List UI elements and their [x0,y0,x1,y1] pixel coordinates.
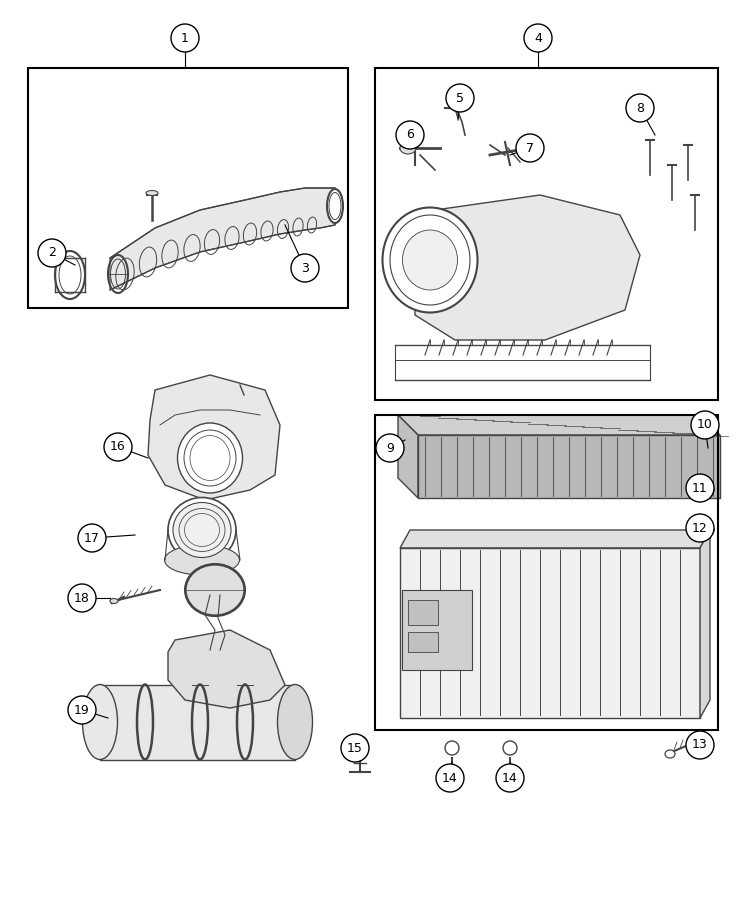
Ellipse shape [173,502,231,557]
Ellipse shape [665,750,675,758]
Text: 8: 8 [636,102,644,114]
Bar [28,68,348,308]
Polygon shape [418,435,720,498]
Text: 13: 13 [692,739,708,752]
Polygon shape [148,375,280,500]
Ellipse shape [55,251,85,299]
Text: 14: 14 [442,771,458,785]
Ellipse shape [277,685,313,760]
Ellipse shape [352,736,368,754]
Circle shape [78,524,106,552]
Text: 19: 19 [74,704,90,716]
Ellipse shape [702,484,714,496]
Circle shape [68,696,96,724]
Bar [402,590,472,670]
Text: 3: 3 [301,262,309,274]
Circle shape [396,121,424,149]
Bar [408,600,438,625]
Polygon shape [398,415,418,498]
Bar [408,632,438,652]
Polygon shape [398,415,720,435]
Text: 16: 16 [110,440,126,454]
Circle shape [626,94,654,122]
Polygon shape [700,530,710,718]
Ellipse shape [165,545,239,575]
Bar [100,685,295,760]
Polygon shape [168,630,285,708]
Text: 5: 5 [456,92,464,104]
Circle shape [686,474,714,502]
Text: 17: 17 [84,532,100,544]
Circle shape [104,433,132,461]
Circle shape [341,734,369,762]
Bar [375,68,718,400]
Ellipse shape [503,741,517,755]
Circle shape [436,764,464,792]
Ellipse shape [402,230,457,290]
Circle shape [686,514,714,542]
Text: 12: 12 [692,521,708,535]
Ellipse shape [382,208,477,312]
Circle shape [291,254,319,282]
Polygon shape [400,530,710,548]
Circle shape [686,731,714,759]
Bar [375,415,718,730]
Text: 7: 7 [526,141,534,155]
Polygon shape [400,548,700,718]
Circle shape [446,84,474,112]
Circle shape [516,134,544,162]
Ellipse shape [178,423,242,493]
Ellipse shape [186,565,244,615]
Text: 10: 10 [697,418,713,431]
Circle shape [376,434,404,462]
Text: 4: 4 [534,32,542,44]
Ellipse shape [146,191,158,195]
Ellipse shape [110,598,118,604]
Circle shape [691,411,719,439]
Ellipse shape [400,142,416,154]
Ellipse shape [82,685,118,760]
Circle shape [496,764,524,792]
Text: 2: 2 [48,247,56,259]
Text: 14: 14 [502,771,518,785]
Text: 11: 11 [692,482,708,494]
Polygon shape [110,188,335,290]
Circle shape [524,24,552,52]
Circle shape [38,239,66,267]
Text: 9: 9 [386,442,394,454]
Ellipse shape [702,524,714,536]
Text: 1: 1 [181,32,189,44]
Text: 15: 15 [347,742,363,754]
Circle shape [171,24,199,52]
Text: 18: 18 [74,591,90,605]
Polygon shape [415,195,640,340]
Ellipse shape [445,741,459,755]
Ellipse shape [168,498,236,562]
Ellipse shape [327,189,343,223]
Circle shape [68,584,96,612]
Text: 6: 6 [406,129,414,141]
